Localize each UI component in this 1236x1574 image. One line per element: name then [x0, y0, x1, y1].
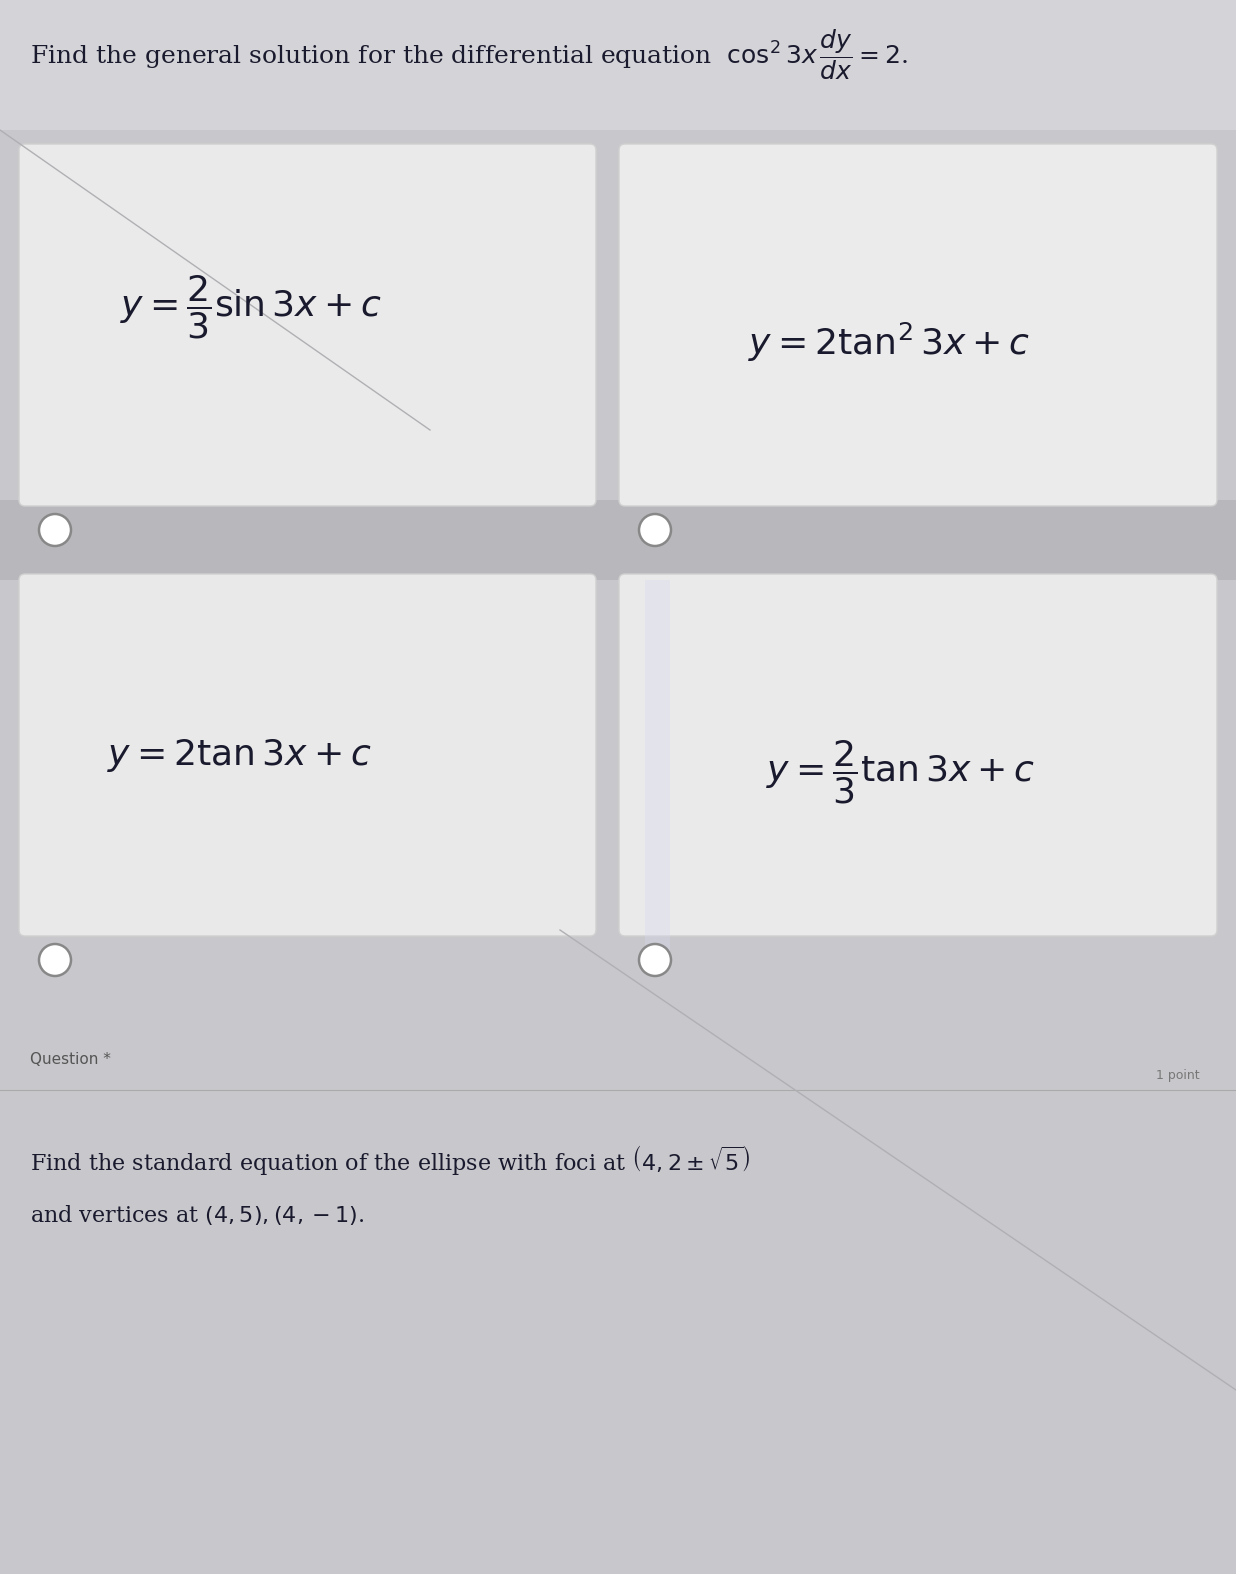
Text: Question *: Question * — [30, 1053, 111, 1067]
Text: $y = 2\tan 3x + c$: $y = 2\tan 3x + c$ — [108, 737, 372, 773]
Text: 1 point: 1 point — [1157, 1069, 1200, 1081]
Bar — [0, 501, 1236, 579]
FancyBboxPatch shape — [619, 575, 1217, 937]
Text: $y = \dfrac{2}{3}\sin 3x + c$: $y = \dfrac{2}{3}\sin 3x + c$ — [120, 274, 382, 342]
Bar — [0, 0, 1236, 131]
FancyBboxPatch shape — [19, 575, 596, 937]
FancyBboxPatch shape — [19, 143, 596, 505]
Circle shape — [639, 515, 671, 546]
Text: Find the general solution for the differential equation  $\cos^2 3x\,\dfrac{dy}{: Find the general solution for the differ… — [30, 28, 908, 82]
Circle shape — [40, 515, 70, 546]
FancyBboxPatch shape — [619, 143, 1217, 505]
Text: $y = \dfrac{2}{3}\tan 3x + c$: $y = \dfrac{2}{3}\tan 3x + c$ — [766, 738, 1035, 806]
Circle shape — [639, 944, 671, 976]
Bar — [0, 930, 1236, 1574]
Text: $y = 2\tan^2 3x + c$: $y = 2\tan^2 3x + c$ — [748, 321, 1030, 364]
Text: and vertices at $(4, 5),(4, -1)$.: and vertices at $(4, 5),(4, -1)$. — [30, 1203, 365, 1228]
Text: Find the standard equation of the ellipse with foci at $\left(4, 2 \pm \sqrt{5}\: Find the standard equation of the ellips… — [30, 1143, 750, 1177]
Bar — [645, 579, 670, 960]
Circle shape — [40, 944, 70, 976]
